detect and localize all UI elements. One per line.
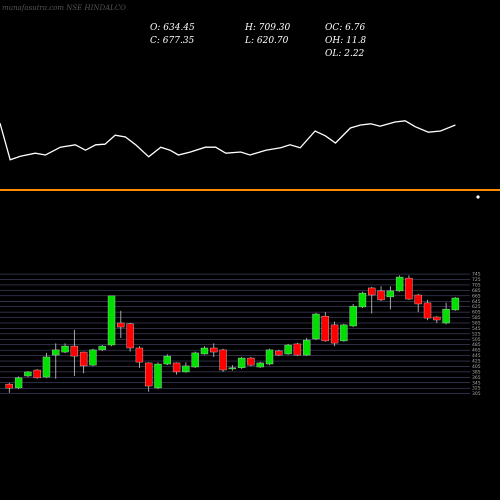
y-tick-label: 605 — [472, 310, 481, 316]
y-tick-label: 425 — [472, 359, 481, 365]
candle-body — [5, 383, 13, 389]
candle-body — [433, 316, 441, 321]
candle-body — [349, 305, 357, 327]
y-tick-label: 445 — [472, 353, 481, 359]
y-tick-label: 705 — [472, 282, 481, 288]
candle-body — [210, 347, 218, 353]
candle-body — [144, 362, 153, 387]
candle-body — [442, 308, 450, 324]
y-tick-label: 485 — [472, 342, 481, 348]
candle-body — [321, 315, 329, 342]
candle-body — [200, 347, 209, 355]
candle-body — [219, 349, 227, 371]
indicator-line — [0, 120, 456, 161]
y-tick-label: 585 — [472, 315, 481, 321]
candle-body — [358, 292, 367, 308]
y-tick-label: 365 — [472, 375, 481, 381]
y-tick-label: 725 — [472, 277, 481, 283]
candle-body — [70, 345, 79, 357]
candle-body — [14, 377, 23, 389]
candle-body — [237, 357, 246, 369]
y-tick-label: 665 — [472, 293, 481, 299]
candle-body — [117, 322, 125, 328]
candle-body — [284, 344, 292, 355]
y-tick-label: 525 — [472, 331, 481, 337]
stat-label: L: 620.70 — [244, 36, 289, 46]
stat-label: O: 634.45 — [150, 23, 195, 33]
candle-body — [79, 351, 88, 367]
candle-body — [42, 356, 51, 378]
candle-body — [61, 345, 69, 353]
y-tick-label: 645 — [472, 299, 481, 305]
y-tick-label: 465 — [472, 348, 481, 354]
candle-body — [135, 347, 144, 363]
candle-body — [52, 349, 60, 356]
candle-body — [423, 302, 432, 319]
y-tick-label: 565 — [472, 320, 481, 326]
marker-dot — [476, 195, 480, 199]
site-label: munafasutra.com NSE HINDALCO — [2, 4, 126, 12]
y-tick-label: 545 — [472, 326, 481, 332]
stat-label: OH: 11.8 — [325, 36, 366, 46]
candle-body — [293, 343, 302, 356]
candle-body — [265, 349, 274, 365]
y-tick-label: 405 — [472, 364, 481, 370]
candle-body — [191, 352, 199, 368]
y-tick-label: 305 — [472, 391, 481, 397]
y-tick-label: 345 — [472, 380, 481, 386]
y-tick-label: 685 — [472, 288, 481, 294]
y-tick-label: 625 — [472, 304, 481, 310]
candle-body — [33, 369, 41, 379]
candle-body — [395, 276, 404, 292]
candle-body — [414, 294, 422, 305]
candle-body — [89, 349, 97, 366]
candle-body — [247, 357, 255, 366]
candle-body — [451, 297, 460, 311]
candle-body — [386, 290, 395, 298]
candle-body — [340, 324, 348, 342]
y-tick-label: 505 — [472, 337, 481, 343]
y-tick-label: 745 — [472, 272, 481, 278]
candle-body — [24, 371, 32, 377]
y-tick-label: 325 — [472, 386, 481, 392]
y-tick-label: 385 — [472, 369, 481, 375]
candle-body — [98, 345, 106, 351]
candle-body — [126, 323, 134, 349]
candle-body — [163, 355, 171, 365]
stat-label: C: 677.35 — [150, 36, 195, 46]
candle-body — [330, 324, 339, 344]
candle-body — [154, 363, 162, 389]
candle-body — [228, 367, 237, 370]
candle-body — [377, 290, 385, 301]
candle-body — [312, 313, 320, 340]
stat-label: OC: 6.76 — [325, 23, 365, 33]
candle-body — [107, 295, 116, 346]
candle-body — [256, 362, 264, 368]
candle-body — [275, 350, 283, 356]
candle-body — [405, 277, 413, 300]
candle-body — [368, 287, 376, 296]
stat-label: H: 709.30 — [244, 23, 291, 33]
candle-body — [302, 339, 311, 356]
candle-body — [182, 365, 190, 373]
stat-label: OL: 2.22 — [325, 49, 365, 59]
candle-body — [172, 362, 181, 373]
